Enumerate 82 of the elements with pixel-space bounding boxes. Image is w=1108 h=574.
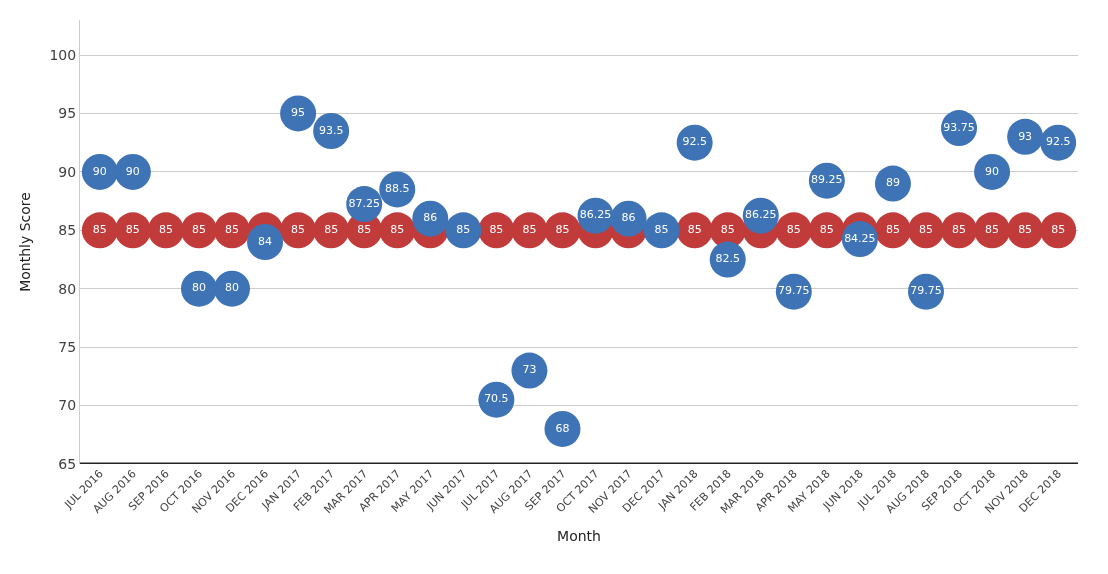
data-label: 70.5 (484, 392, 509, 406)
data-label: 89 (885, 176, 900, 190)
data-label: 90 (985, 164, 1000, 178)
data-label: 95 (291, 106, 306, 120)
data-label: 85 (125, 223, 140, 237)
data-label: 92.5 (1045, 135, 1071, 149)
data-label: 85 (92, 223, 107, 237)
data-label: 84 (258, 234, 273, 248)
point (445, 212, 482, 249)
y-tick-label: 75 (58, 339, 77, 356)
data-label: 90 (92, 164, 107, 178)
point (544, 212, 581, 249)
data-label: 93 (1018, 129, 1033, 143)
data-label: 85 (952, 223, 967, 237)
data-label: 86 (621, 211, 636, 225)
x-axis-title: Month (557, 527, 601, 544)
data-label: 85 (918, 223, 933, 237)
data-label: 85 (456, 223, 471, 237)
data-label: 85 (522, 223, 537, 237)
data-label: 88.5 (385, 182, 410, 196)
data-label: 85 (786, 223, 801, 237)
point (313, 212, 350, 249)
data-label: 85 (1051, 223, 1066, 237)
data-label: 85 (158, 223, 173, 237)
point (214, 270, 251, 307)
data-label: 85 (819, 223, 834, 237)
y-tick-label: 65 (58, 455, 77, 472)
data-label: 93.75 (943, 120, 975, 134)
point (874, 165, 911, 202)
data-label: 85 (555, 223, 570, 237)
point (610, 200, 647, 237)
data-label: 85 (191, 223, 206, 237)
data-label: 87.25 (348, 196, 380, 210)
data-label: 85 (885, 223, 900, 237)
data-label: 90 (125, 164, 140, 178)
data-label: 73 (522, 363, 537, 377)
point (81, 153, 118, 190)
y-axis-title: Monthly Score (17, 192, 34, 292)
data-label: 86.25 (745, 208, 777, 222)
point (511, 352, 548, 389)
point (280, 95, 317, 132)
data-label: 85 (324, 223, 339, 237)
point (147, 212, 184, 249)
data-label: 85 (720, 223, 735, 237)
point (1040, 212, 1077, 249)
data-label: 84.25 (844, 231, 876, 245)
y-tick-label: 100 (49, 46, 77, 63)
data-label: 85 (1018, 223, 1033, 237)
data-label: 80 (225, 281, 240, 295)
y-tick-label: 80 (58, 280, 77, 297)
point (643, 212, 680, 249)
point (247, 224, 284, 260)
data-label: 86.25 (579, 208, 612, 222)
data-label: 86 (423, 211, 438, 225)
data-label: 85 (654, 223, 669, 237)
point (974, 153, 1011, 190)
data-label: 68 (555, 421, 570, 435)
data-label: 85 (357, 223, 372, 237)
data-label: 85 (225, 223, 240, 237)
data-label: 80 (191, 281, 206, 295)
data-label: 79.75 (778, 284, 810, 298)
y-tick-label: 70 (58, 397, 77, 414)
data-label: 89.25 (811, 173, 843, 187)
point (114, 153, 151, 190)
y-tick-label: 85 (58, 222, 77, 239)
point (1007, 118, 1044, 155)
data-label: 85 (291, 223, 306, 237)
point (1007, 212, 1044, 249)
data-label: 79.75 (910, 284, 942, 298)
data-label: 92.5 (682, 135, 707, 149)
point (412, 200, 449, 237)
data-label: 85 (489, 223, 504, 237)
data-label: 85 (390, 223, 405, 237)
point (511, 212, 548, 249)
data-label: 93.5 (318, 123, 344, 137)
data-label: 85 (687, 223, 702, 237)
data-label: 85 (985, 223, 1000, 237)
data-label: 82.5 (715, 252, 740, 266)
point (544, 410, 581, 447)
y-tick-label: 95 (58, 105, 77, 122)
point (974, 212, 1011, 249)
y-tick-label: 90 (58, 163, 77, 180)
